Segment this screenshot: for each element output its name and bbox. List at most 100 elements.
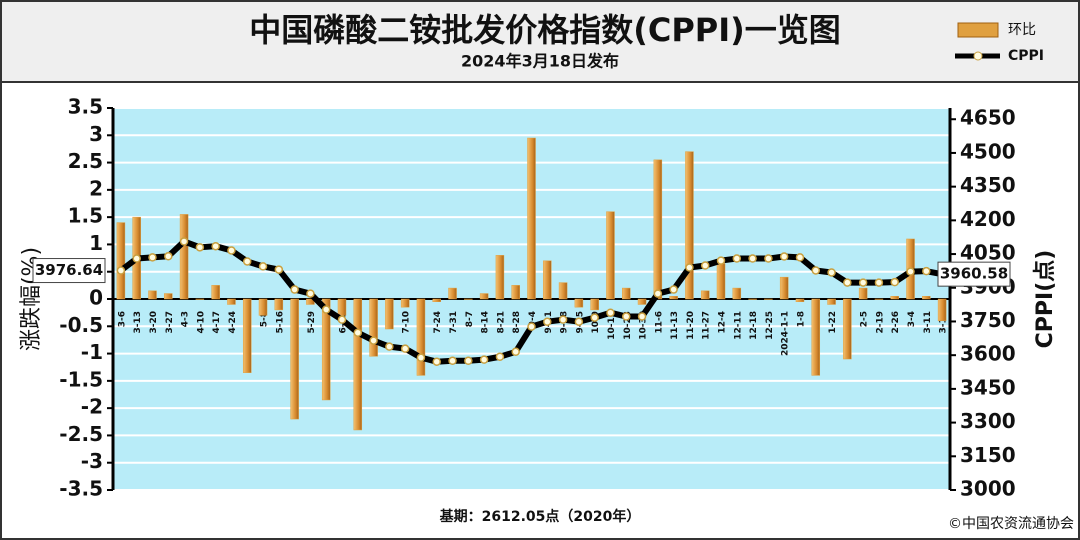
bar	[590, 298, 599, 311]
cppi-marker	[716, 256, 726, 265]
cppi-marker	[874, 278, 884, 287]
x-tick-label: 8-28	[512, 311, 522, 334]
cppi-marker	[385, 342, 394, 351]
legend-label: 环比	[1008, 22, 1036, 38]
bar	[716, 263, 726, 300]
bar	[527, 137, 536, 300]
bar	[922, 296, 931, 300]
value-label-box	[937, 261, 1011, 287]
y-tick-label: 1.5	[68, 204, 103, 228]
x-tick-label: 3-27	[165, 311, 175, 334]
x-tick-label: 4-10	[196, 311, 206, 334]
cppi-marker	[511, 347, 520, 357]
y2-tick-label: 3150	[960, 443, 1016, 467]
bar	[290, 298, 299, 420]
x-tick-label: 3-11	[923, 311, 933, 334]
cppi-marker	[321, 305, 331, 314]
cppi-marker	[843, 278, 852, 287]
cppi-marker	[227, 246, 236, 255]
bar	[448, 287, 457, 300]
bar	[700, 290, 710, 300]
cppi-marker	[543, 317, 552, 326]
y-tick-label: -1.5	[59, 367, 103, 391]
y2-tick-label: 3600	[960, 342, 1016, 366]
cppi-marker	[685, 263, 694, 272]
bar	[211, 285, 220, 300]
bar	[164, 293, 173, 300]
bar	[653, 159, 663, 300]
bar	[890, 296, 899, 300]
cppi-marker	[306, 289, 315, 298]
x-tick-label: 3-18	[939, 311, 949, 334]
y2-tick-label: 4200	[960, 207, 1016, 231]
cppi-marker	[369, 336, 378, 345]
legend-marker	[973, 51, 983, 61]
value-label-box	[32, 258, 106, 284]
bar	[258, 298, 268, 316]
cppi-marker	[748, 254, 757, 263]
x-tick-label: 3-20	[149, 311, 159, 334]
x-tick-label: 8-14	[481, 311, 491, 334]
bar	[748, 298, 757, 300]
cppi-marker	[400, 344, 410, 353]
header	[0, 0, 1080, 83]
y-tick-label: 1	[89, 231, 103, 255]
x-tick-label: 7-10	[402, 311, 412, 334]
cppi-marker	[590, 313, 599, 322]
bar	[937, 298, 947, 322]
bar	[274, 298, 284, 311]
x-tick-label: 2024-1-1	[781, 311, 791, 356]
bar	[685, 151, 694, 300]
y2-tick-label: 3000	[960, 477, 1016, 501]
bar	[622, 287, 631, 300]
x-tick-label: 4-3	[181, 311, 191, 327]
cppi-marker	[274, 265, 284, 274]
bar	[764, 298, 773, 300]
legend-label: CPPI	[1008, 48, 1044, 64]
bar	[400, 298, 410, 308]
y-tick-label: 2.5	[68, 149, 103, 173]
y-tick-label: 2	[89, 176, 103, 200]
x-tick-label: 5-16	[275, 311, 285, 334]
bar	[321, 298, 331, 401]
x-tick-label: 7-24	[433, 311, 443, 334]
x-tick-label: 12-11	[733, 311, 743, 340]
bar	[874, 298, 884, 300]
y-tick-label: -0.5	[59, 313, 103, 337]
cppi-marker	[700, 261, 710, 270]
value-label: 3976.64	[35, 261, 103, 279]
y2-tick-label: 3450	[960, 375, 1016, 399]
x-tick-label: 12-25	[765, 311, 775, 340]
y-tick-label: 3.5	[68, 95, 103, 119]
x-tick-label: 2-26	[891, 311, 901, 334]
cppi-marker	[558, 315, 568, 324]
cppi-marker	[732, 254, 742, 263]
bar	[558, 282, 568, 300]
chart-subtitle: 2024年3月18日发布	[461, 52, 619, 71]
cppi-marker	[211, 241, 220, 251]
cppi-marker	[164, 252, 173, 261]
cppi-marker	[132, 254, 141, 263]
cppi-marker	[179, 237, 189, 246]
cppi-marker	[353, 328, 363, 337]
cppi-marker	[432, 357, 441, 366]
x-tick-label: 10-16	[607, 311, 617, 340]
bar	[179, 214, 189, 300]
value-label: 3960.58	[940, 265, 1008, 283]
cppi-marker	[148, 253, 157, 262]
bar	[795, 298, 805, 302]
bar	[416, 298, 426, 376]
y2-tick-label: 3750	[960, 308, 1016, 332]
x-tick-label: 2-5	[860, 311, 870, 327]
y-tick-label: 0	[89, 286, 103, 310]
cppi-marker	[890, 277, 899, 287]
bar	[811, 298, 821, 376]
bar	[574, 298, 584, 308]
cppi-marker	[669, 285, 678, 294]
x-tick-label: 8-21	[496, 311, 506, 334]
bar	[495, 255, 505, 300]
bar	[669, 296, 678, 300]
y2-tick-label: 4500	[960, 139, 1016, 163]
x-tick-label: 4-17	[212, 311, 222, 334]
cppi-marker	[479, 355, 489, 364]
